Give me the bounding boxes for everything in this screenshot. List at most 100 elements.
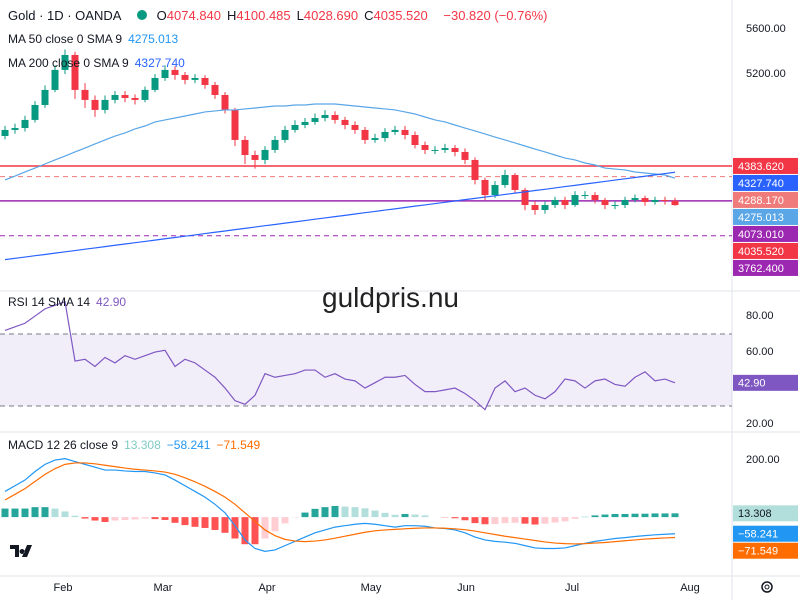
legend-name: MACD 12 26 close 9 xyxy=(8,438,119,452)
x-tick-label: Jul xyxy=(565,582,579,594)
axis-label-box xyxy=(733,191,798,208)
ohlc-label: O xyxy=(156,8,167,23)
x-tick-label: Apr xyxy=(258,582,275,594)
histogram-bar xyxy=(671,513,679,518)
histogram-bar xyxy=(321,507,329,518)
axis-label-box xyxy=(733,208,798,225)
candle-body xyxy=(631,198,639,200)
histogram-bar xyxy=(521,517,529,524)
ohlc-value: 4035.520 xyxy=(373,8,428,23)
candle-body xyxy=(551,199,559,206)
candle-body xyxy=(461,151,469,160)
candle-body xyxy=(561,199,569,206)
histogram-bar xyxy=(601,514,609,518)
x-tick-label: Jun xyxy=(457,582,475,594)
axis-label: 4275.013 xyxy=(738,212,784,224)
candle-body xyxy=(201,78,209,85)
candle-body xyxy=(531,205,539,210)
candle-body xyxy=(401,129,409,135)
candle-body xyxy=(581,195,589,197)
candle-body xyxy=(371,138,379,140)
candle-body xyxy=(591,195,599,200)
candle-body xyxy=(191,78,199,80)
candle-body xyxy=(621,199,629,206)
ohlc-label: H xyxy=(227,8,237,23)
ohlc-value: 4074.840 xyxy=(166,8,222,23)
legend-value: 4275.013 xyxy=(128,32,179,46)
axis-label: −71.549 xyxy=(738,546,778,558)
axis-label-box xyxy=(733,525,798,542)
candle-body xyxy=(51,69,59,90)
candle-body xyxy=(361,129,369,140)
axis-label-box xyxy=(733,157,798,174)
axis-label: 4035.520 xyxy=(738,246,784,258)
histogram-bar xyxy=(341,506,349,518)
candle-body xyxy=(121,94,129,99)
rsi-legend: RSI 14 SMA 14 42.90 xyxy=(8,295,132,309)
axis-label-box xyxy=(733,225,798,242)
legend-value: −71.549 xyxy=(216,438,261,452)
ohlc-label: C xyxy=(364,8,374,23)
candle-body xyxy=(231,109,239,140)
candle-body xyxy=(101,99,109,110)
candle-body xyxy=(171,69,179,75)
candle-body xyxy=(391,129,399,132)
change: −30.820 (−0.76%) xyxy=(443,8,548,23)
histogram-bar xyxy=(241,517,249,545)
histogram-bar xyxy=(651,513,659,518)
histogram-bar xyxy=(461,517,469,521)
histogram-bar xyxy=(11,508,19,518)
y-tick-label: 80.00 xyxy=(746,310,774,322)
histogram-bar xyxy=(381,512,389,518)
line xyxy=(4,462,676,545)
candle-body xyxy=(251,155,259,160)
candle-body xyxy=(481,179,489,196)
histogram-bar xyxy=(111,517,119,521)
ohlc-value: 4028.690 xyxy=(303,8,359,23)
histogram-bar xyxy=(131,517,139,520)
histogram-bar xyxy=(641,513,649,518)
histogram-bar xyxy=(471,517,479,524)
candle-body xyxy=(31,104,39,120)
candle-body xyxy=(71,54,79,90)
settings-icon[interactable] xyxy=(761,581,773,593)
candle-body xyxy=(611,205,619,207)
rsi-band xyxy=(0,334,732,407)
histogram-bar xyxy=(331,505,339,518)
candle-body xyxy=(521,189,529,206)
candle-body xyxy=(21,119,29,129)
histogram-bar xyxy=(41,507,49,518)
legend-value: 4327.740 xyxy=(134,56,185,70)
x-tick-label: Aug xyxy=(680,582,700,594)
ohlc-value: 4100.485 xyxy=(236,8,291,23)
candle-body xyxy=(511,175,519,190)
histogram-bar xyxy=(551,517,559,523)
histogram-bar xyxy=(361,508,369,518)
histogram-bar xyxy=(501,517,509,524)
candle-body xyxy=(131,98,139,100)
x-tick-label: May xyxy=(361,582,382,594)
histogram-bar xyxy=(531,517,539,525)
candle-body xyxy=(271,139,279,150)
candle-body xyxy=(341,119,349,125)
histogram-bar xyxy=(231,517,239,539)
candle-body xyxy=(541,205,549,210)
axis-label-box xyxy=(733,174,798,191)
histogram-bar xyxy=(121,517,129,520)
ohlc: O4074.840 H4100.485 L4028.690 C4035.520 xyxy=(157,8,434,23)
axis-label: 4327.740 xyxy=(738,178,784,190)
candle-body xyxy=(381,131,389,139)
histogram-bar xyxy=(491,517,499,524)
candle-body xyxy=(11,128,19,130)
histogram-bar xyxy=(281,517,289,524)
candle-body xyxy=(181,74,189,80)
candle-body xyxy=(141,89,149,100)
histogram-bar xyxy=(571,517,579,519)
candle-body xyxy=(1,129,9,137)
histogram-bar xyxy=(21,508,29,518)
candle-body xyxy=(661,199,669,201)
histogram-bar xyxy=(271,517,279,532)
y-tick-label: 5600.00 xyxy=(746,23,786,35)
candle-body xyxy=(291,124,299,130)
